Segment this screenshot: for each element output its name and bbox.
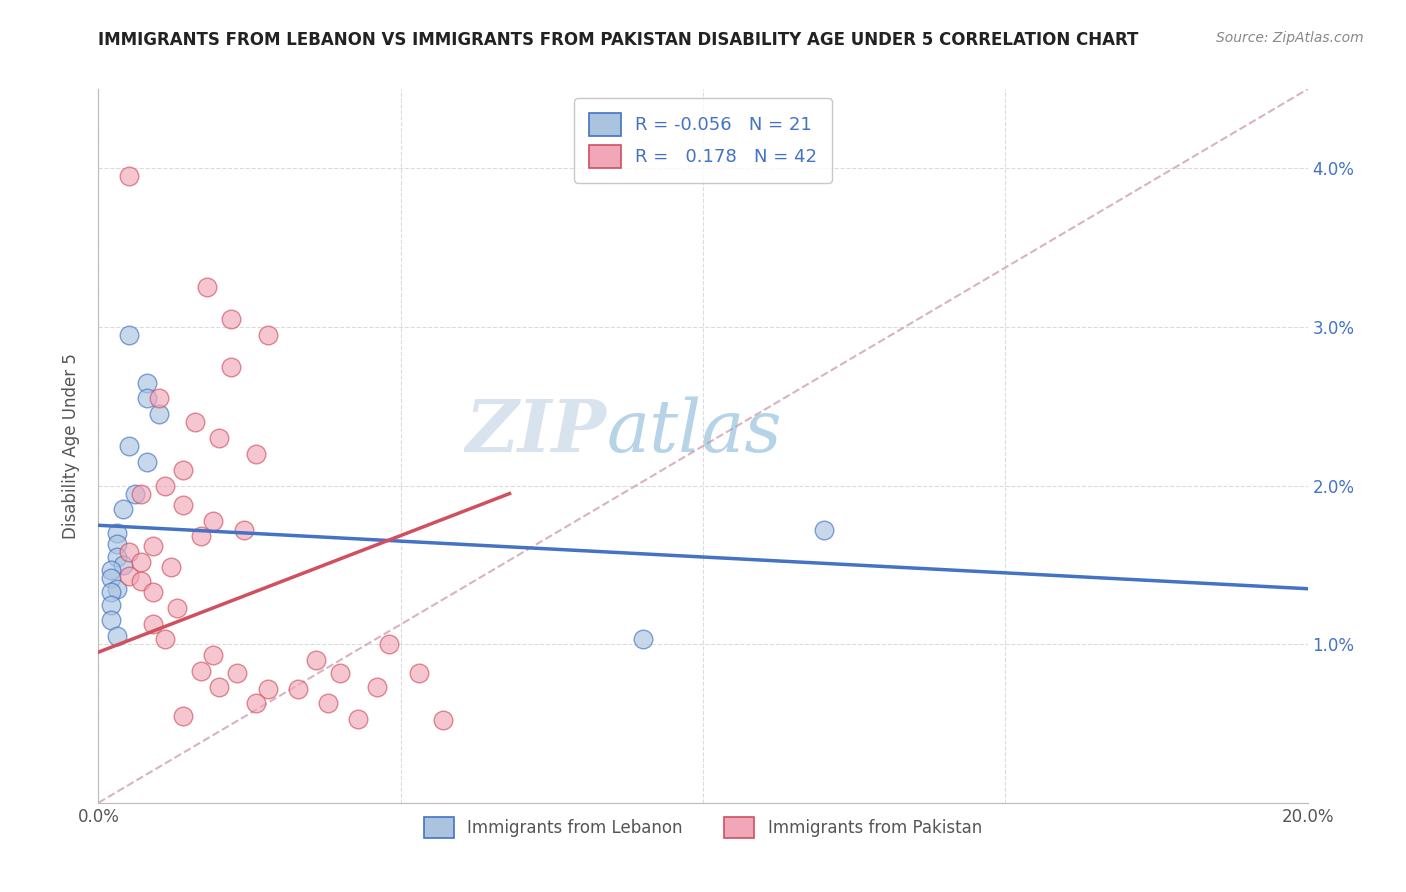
Point: [408, 665, 430, 680]
Point: [148, 407, 170, 421]
Point: [347, 712, 370, 726]
Legend: Immigrants from Lebanon, Immigrants from Pakistan: Immigrants from Lebanon, Immigrants from…: [411, 804, 995, 852]
Point: [221, 312, 243, 326]
Point: [100, 585, 122, 599]
Point: [202, 514, 225, 528]
Point: [105, 526, 128, 541]
Point: [208, 680, 231, 694]
Point: [100, 571, 122, 585]
Point: [256, 681, 278, 696]
Text: Source: ZipAtlas.com: Source: ZipAtlas.com: [1216, 31, 1364, 45]
Point: [118, 169, 141, 184]
Point: [118, 439, 141, 453]
Point: [129, 486, 152, 500]
Point: [432, 714, 454, 728]
Point: [172, 463, 194, 477]
Point: [221, 359, 243, 374]
Point: [256, 328, 278, 343]
Text: IMMIGRANTS FROM LEBANON VS IMMIGRANTS FROM PAKISTAN DISABILITY AGE UNDER 5 CORRE: IMMIGRANTS FROM LEBANON VS IMMIGRANTS FR…: [98, 31, 1139, 49]
Point: [111, 558, 134, 572]
Point: [118, 545, 141, 559]
Point: [135, 376, 157, 390]
Point: [129, 574, 152, 588]
Point: [111, 502, 134, 516]
Point: [142, 539, 165, 553]
Point: [316, 696, 339, 710]
Point: [153, 632, 176, 647]
Text: atlas: atlas: [606, 396, 782, 467]
Point: [202, 648, 225, 663]
Point: [184, 415, 207, 429]
Point: [118, 569, 141, 583]
Point: [160, 559, 183, 574]
Y-axis label: Disability Age Under 5: Disability Age Under 5: [62, 353, 80, 539]
Point: [226, 665, 249, 680]
Point: [245, 696, 267, 710]
Point: [100, 614, 122, 628]
Point: [100, 598, 122, 612]
Point: [190, 664, 212, 678]
Point: [142, 616, 165, 631]
Point: [232, 523, 254, 537]
Point: [195, 280, 218, 294]
Point: [129, 555, 152, 569]
Point: [377, 637, 399, 651]
Point: [124, 486, 146, 500]
Point: [287, 681, 309, 696]
Point: [166, 600, 188, 615]
Point: [135, 455, 157, 469]
Point: [118, 328, 141, 343]
Point: [172, 498, 194, 512]
Point: [631, 632, 654, 647]
Point: [105, 549, 128, 564]
Point: [142, 585, 165, 599]
Point: [305, 653, 328, 667]
Point: [148, 392, 170, 406]
Point: [135, 392, 157, 406]
Point: [105, 629, 128, 643]
Point: [105, 537, 128, 551]
Point: [105, 582, 128, 596]
Point: [813, 523, 835, 537]
Point: [245, 447, 267, 461]
Point: [153, 478, 176, 492]
Point: [190, 529, 212, 543]
Point: [208, 431, 231, 445]
Point: [366, 680, 388, 694]
Point: [100, 563, 122, 577]
Point: [172, 708, 194, 723]
Text: ZIP: ZIP: [465, 396, 606, 467]
Point: [329, 665, 352, 680]
